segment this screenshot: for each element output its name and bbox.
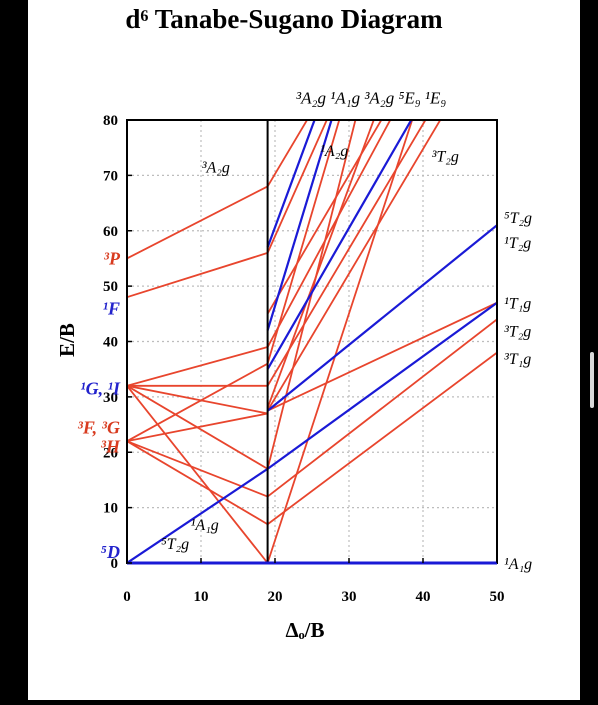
x-tick-label: 40 <box>416 589 431 605</box>
y-tick-label: 60 <box>103 224 118 240</box>
x-tick-label: 10 <box>194 589 209 605</box>
right-term-label: ¹T₁g <box>504 296 531 313</box>
term-curve <box>266 120 383 315</box>
term-curve <box>266 120 442 412</box>
left-term-label: ¹F <box>103 298 120 318</box>
x-tick-label: 0 <box>123 589 131 605</box>
curve-label: ¹A₁g <box>191 517 219 534</box>
y-axis-label: E/B <box>55 323 79 357</box>
term-curve <box>127 412 268 443</box>
y-tick-label: 50 <box>103 279 118 295</box>
term-curve <box>267 351 497 525</box>
left-term-label: ⁵D <box>101 542 120 562</box>
term-curve <box>267 301 497 412</box>
term-curve <box>127 185 269 260</box>
term-curve <box>266 120 309 187</box>
high-spin-curve <box>266 224 497 412</box>
term-curve <box>127 384 268 415</box>
scrollbar[interactable] <box>590 352 594 408</box>
left-term-label: ¹G, ¹I <box>80 379 121 399</box>
y-tick-label: 30 <box>103 390 118 406</box>
curve-label: ⁵T₂g <box>161 536 189 553</box>
y-tick-label: 0 <box>111 556 119 572</box>
x-tick-label: 20 <box>268 589 283 605</box>
curve-label: ³A₂g <box>202 160 230 177</box>
term-curve <box>127 440 268 498</box>
curve-label: ¹A₂g <box>320 143 348 160</box>
high-spin-curve <box>266 120 413 370</box>
left-term-label: ³P <box>104 248 121 268</box>
term-curve <box>266 120 375 409</box>
curve-label: ³T₂g <box>432 149 459 166</box>
y-tick-label: 40 <box>103 335 118 351</box>
term-curve <box>266 120 427 387</box>
tick-labels: 0 10 20 30 40 50 0 10 20 30 40 50 60 70 80 <box>103 113 505 605</box>
y-tick-label: 80 <box>103 113 118 129</box>
right-term-label: ¹T₂g <box>504 235 531 252</box>
term-curve <box>127 362 269 442</box>
high-spin-curve <box>266 120 316 248</box>
high-spin-curve <box>266 120 333 331</box>
x-tick-label: 30 <box>342 589 357 605</box>
term-curve <box>267 318 497 498</box>
term-curve <box>127 252 268 299</box>
chart-title: d⁶ Tanabe-Sugano Diagram <box>125 4 443 34</box>
y-tick-label: 70 <box>103 168 118 184</box>
x-tick-label: 50 <box>490 589 505 605</box>
tanabe-sugano-chart: d⁶ Tanabe-Sugano Diagram E/B Δₒ/B 0 10 20 3… <box>55 4 533 642</box>
left-term-label: ³F, ³G <box>78 417 120 437</box>
term-curve <box>266 120 341 364</box>
curve-label: ³A₂g ¹A₁g ³A₂g ⁵E₉ ¹E₉ <box>296 88 446 107</box>
right-term-label: ⁵T₂g <box>504 210 532 227</box>
right-term-label: ¹A₁g <box>504 556 532 573</box>
term-curve <box>127 346 268 387</box>
y-tick-label: 10 <box>103 501 118 517</box>
right-term-label: ³T₁g <box>504 351 531 368</box>
term-curve <box>127 440 269 526</box>
right-term-label: ³T₂g <box>504 323 531 340</box>
axes <box>126 119 498 565</box>
x-axis-label: Δₒ/B <box>285 618 324 642</box>
page-panel: d⁶ Tanabe-Sugano Diagram E/B Δₒ/B 0 10 20 3… <box>28 0 580 700</box>
term-curve <box>266 120 392 348</box>
term-curve <box>266 120 328 254</box>
y-tick-label: 20 <box>103 445 118 461</box>
left-term-label: ³H <box>101 437 121 457</box>
term-curve <box>127 385 269 564</box>
